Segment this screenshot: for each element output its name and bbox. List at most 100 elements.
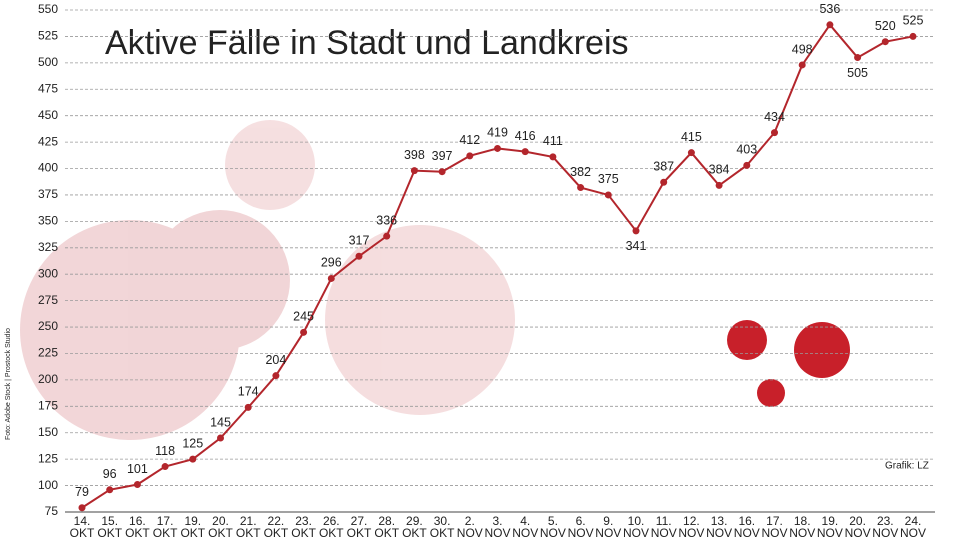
data-label: 397 [432,149,453,163]
x-tick-label: OKT [180,526,205,538]
data-label: 317 [349,234,370,248]
point [743,161,751,169]
x-tick-label: OKT [153,526,178,538]
data-label: 384 [709,163,730,177]
x-tick-label: NOV [540,526,566,538]
y-tick-label: 350 [38,214,58,228]
x-tick-label: 21. [240,514,257,528]
x-tick-label: 12. [683,514,700,528]
y-tick-label: 550 [38,2,58,16]
y-tick-label: 75 [45,504,59,518]
data-label: 382 [570,165,591,179]
x-tick-label: 19. [184,514,201,528]
x-tick-label: OKT [291,526,316,538]
x-tick-label: OKT [347,526,372,538]
virus-icons [727,320,850,407]
x-tick-label: OKT [125,526,150,538]
x-tick-label: 16. [738,514,755,528]
point [355,252,363,260]
point [909,32,917,40]
x-tick-label: OKT [97,526,122,538]
data-label: 419 [487,126,508,140]
x-tick-label: OKT [402,526,427,538]
y-tick-label: 225 [38,346,58,360]
data-label: 96 [103,467,117,481]
point [577,184,585,192]
x-tick-label: OKT [208,526,233,538]
x-tick-label: 9. [603,514,613,528]
x-tick-label: 17. [766,514,783,528]
x-tick-label: 29. [406,514,423,528]
y-tick-label: 300 [38,266,58,280]
x-tick-label: 2. [465,514,475,528]
data-label: 415 [681,130,702,144]
point [300,328,308,336]
x-tick-label: NOV [845,526,871,538]
x-tick-label: OKT [236,526,261,538]
data-label: 505 [847,66,868,80]
x-tick-label: 27. [351,514,368,528]
data-label: 434 [764,110,785,124]
x-tick-label: NOV [457,526,483,538]
point [161,463,169,471]
x-tick-label: NOV [706,526,732,538]
credit: Grafik: LZ [885,461,929,472]
data-label: 145 [210,415,231,429]
data-label: 387 [653,160,674,174]
point [826,21,834,29]
x-tick-label: 5. [548,514,558,528]
point [272,372,280,380]
y-tick-label: 325 [38,240,58,254]
point [106,486,114,494]
data-label: 245 [293,310,314,324]
point [798,61,806,69]
y-tick-label: 450 [38,108,58,122]
x-tick-label: 14. [74,514,91,528]
data-label: 416 [515,129,536,143]
x-tick-label: 6. [576,514,586,528]
x-tick-label: 4. [520,514,530,528]
point [854,54,862,62]
data-label: 498 [792,42,813,56]
x-tick-label: 30. [434,514,451,528]
y-tick-label: 125 [38,451,58,465]
chart-title: Aktive Fälle in Stadt und Landkreis [105,24,629,62]
point [78,504,86,512]
y-tick-label: 150 [38,425,58,439]
x-tick-label: NOV [484,526,510,538]
data-label: 341 [626,239,647,253]
x-tick-label: 20. [212,514,229,528]
point [410,167,418,175]
point [715,181,723,189]
x-tick-label: 22. [268,514,285,528]
y-tick-label: 400 [38,161,58,175]
x-tick-label: 23. [877,514,894,528]
data-label: 125 [182,436,203,450]
x-tick-label: NOV [900,526,926,538]
x-tick-label: NOV [595,526,621,538]
x-tick-label: NOV [623,526,649,538]
y-tick-label: 250 [38,319,58,333]
point [466,152,474,160]
x-tick-label: 15. [101,514,118,528]
point [217,434,224,442]
x-tick-label: 13. [711,514,728,528]
y-tick-label: 375 [38,187,58,201]
x-tick-label: 11. [656,514,672,528]
data-label: 403 [736,143,757,157]
point [438,168,446,176]
y-tick-label: 275 [38,293,58,307]
y-tick-label: 175 [38,398,58,412]
x-tick-label: NOV [512,526,538,538]
x-tick-label: OKT [70,526,95,538]
point [660,178,668,186]
point [881,38,889,46]
background-virus [20,120,515,440]
data-label: 375 [598,172,619,186]
point [494,144,501,152]
x-tick-label: 16. [129,514,146,528]
x-tick-label: 19. [822,514,839,528]
x-tick-label: 26. [323,514,340,528]
x-tick-label: NOV [568,526,594,538]
point [771,129,778,137]
